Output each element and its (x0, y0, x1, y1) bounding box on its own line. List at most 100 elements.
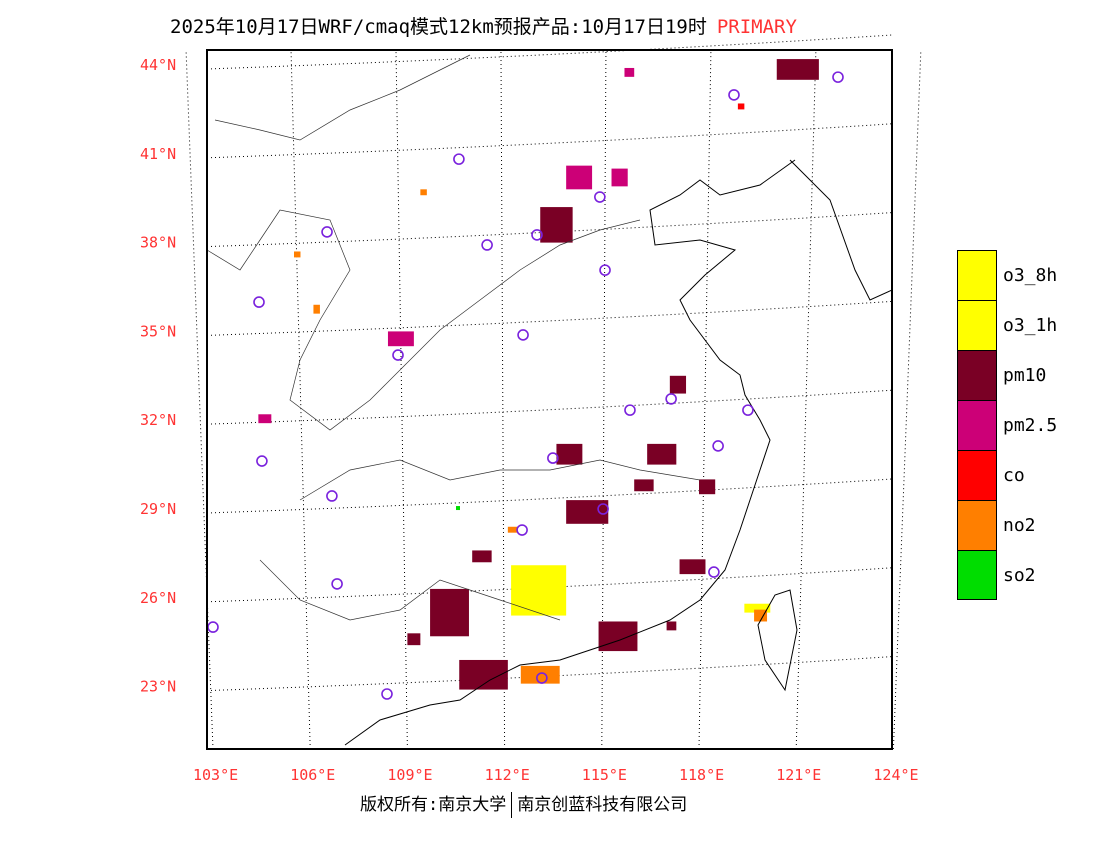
legend-item-pm2.5: pm2.5 (957, 400, 1057, 450)
patch-pm10 (699, 479, 716, 495)
lon-tick-label: 112°E (485, 766, 530, 784)
legend-swatch (957, 550, 997, 600)
legend-swatch (957, 450, 997, 500)
station-marker (728, 89, 740, 101)
legend-item-o3_1h: o3_1h (957, 300, 1057, 350)
station-marker (708, 566, 720, 578)
legend-item-co: co (957, 450, 1057, 500)
lat-tick-label: 44°N (140, 56, 176, 74)
latitude-line (206, 34, 893, 70)
patch-o3_8h (744, 603, 771, 613)
legend-label: pm10 (1003, 364, 1047, 386)
patch-so2 (456, 506, 460, 511)
legend-label: no2 (1003, 514, 1036, 536)
longitude-line (698, 49, 712, 750)
lat-tick-label: 26°N (140, 589, 176, 607)
station-marker (256, 455, 268, 467)
station-marker (536, 672, 548, 684)
legend-item-no2: no2 (957, 500, 1057, 550)
legend-item-so2: so2 (957, 550, 1057, 600)
legend-swatch (957, 500, 997, 550)
patch-pm10 (407, 633, 421, 646)
patch-pm10 (666, 621, 677, 631)
graticule (185, 34, 922, 750)
legend-swatch (957, 350, 997, 400)
copyright-left: 版权所有:南京大学 (360, 795, 507, 815)
patch-pm10 (776, 59, 819, 80)
lon-tick-label: 124°E (873, 766, 918, 784)
latitude-line (206, 656, 893, 692)
patch-pm2.5 (611, 168, 628, 187)
longitude-line (892, 49, 922, 750)
station-marker (712, 440, 724, 452)
latitude-line (206, 389, 893, 425)
lat-tick-label: 35°N (140, 322, 176, 340)
station-marker (547, 452, 559, 464)
legend-swatch (957, 400, 997, 450)
lon-tick-label: 121°E (776, 766, 821, 784)
patch-pm10 (556, 443, 583, 465)
patch-pm2.5 (258, 414, 272, 424)
title-tag: PRIMARY (716, 16, 797, 38)
patch-o3_8h (511, 565, 567, 616)
legend: o3_8h o3_1h pm10 pm2.5 co no2 so2 (957, 250, 1057, 600)
patch-no2 (420, 189, 427, 196)
lat-tick-label: 41°N (140, 145, 176, 163)
station-marker (381, 688, 393, 700)
patch-pm10 (566, 500, 609, 524)
patch-pm2.5 (624, 67, 635, 77)
station-marker (624, 404, 636, 416)
patch-pm10 (472, 550, 492, 563)
longitude-line (395, 49, 408, 750)
legend-item-o3_8h: o3_8h (957, 250, 1057, 300)
lon-tick-label: 118°E (679, 766, 724, 784)
station-marker (597, 503, 609, 515)
patch-pm10 (598, 621, 638, 652)
legend-label: o3_1h (1003, 314, 1058, 336)
patch-pm2.5 (387, 331, 414, 347)
coastline (206, 54, 893, 746)
longitude-line (500, 49, 506, 750)
patch-pm10 (647, 443, 677, 465)
lat-tick-label: 23°N (140, 678, 176, 696)
patch-pm10 (540, 207, 573, 243)
latitude-line (206, 478, 893, 514)
patch-co (737, 103, 745, 110)
patch-no2 (313, 304, 320, 314)
legend-item-pm10: pm10 (957, 350, 1057, 400)
copyright-right: 南京创蓝科技有限公司 (517, 795, 688, 815)
latitude-line (206, 567, 893, 603)
legend-swatch (957, 250, 997, 300)
latitude-line (206, 123, 893, 159)
station-marker (742, 404, 754, 416)
patch-pm10 (430, 588, 469, 637)
station-marker (517, 329, 529, 341)
title-text: 2025年10月17日WRF/cmaq模式12km预报产品:10月17日19时 (170, 16, 707, 38)
station-marker (453, 153, 465, 165)
station-marker (665, 393, 677, 405)
legend-label: co (1003, 464, 1025, 486)
longitude-line (290, 49, 311, 750)
lat-tick-label: 32°N (140, 411, 176, 429)
pollution-patches (258, 59, 819, 690)
axis-labels: 44°N 41°N 38°N 35°N 32°N 29°N 26°N 23°N 103°E 106… (140, 56, 919, 784)
legend-label: pm2.5 (1003, 414, 1058, 436)
station-markers (207, 71, 844, 700)
longitude-line (185, 49, 214, 750)
copyright-footer: 版权所有:南京大学 南京创蓝科技有限公司 (360, 790, 687, 818)
station-marker (207, 621, 219, 633)
latitude-line (206, 212, 893, 248)
lon-tick-label: 109°E (387, 766, 432, 784)
station-marker (531, 229, 543, 241)
lat-tick-label: 29°N (140, 500, 176, 518)
station-marker (516, 524, 528, 536)
station-marker (599, 264, 611, 276)
patch-no2 (507, 526, 518, 533)
legend-swatch (957, 300, 997, 350)
station-marker (594, 191, 606, 203)
lat-tick-label: 38°N (140, 234, 176, 252)
station-marker (481, 239, 493, 251)
patch-no2 (520, 665, 560, 684)
patch-pm2.5 (566, 165, 593, 190)
